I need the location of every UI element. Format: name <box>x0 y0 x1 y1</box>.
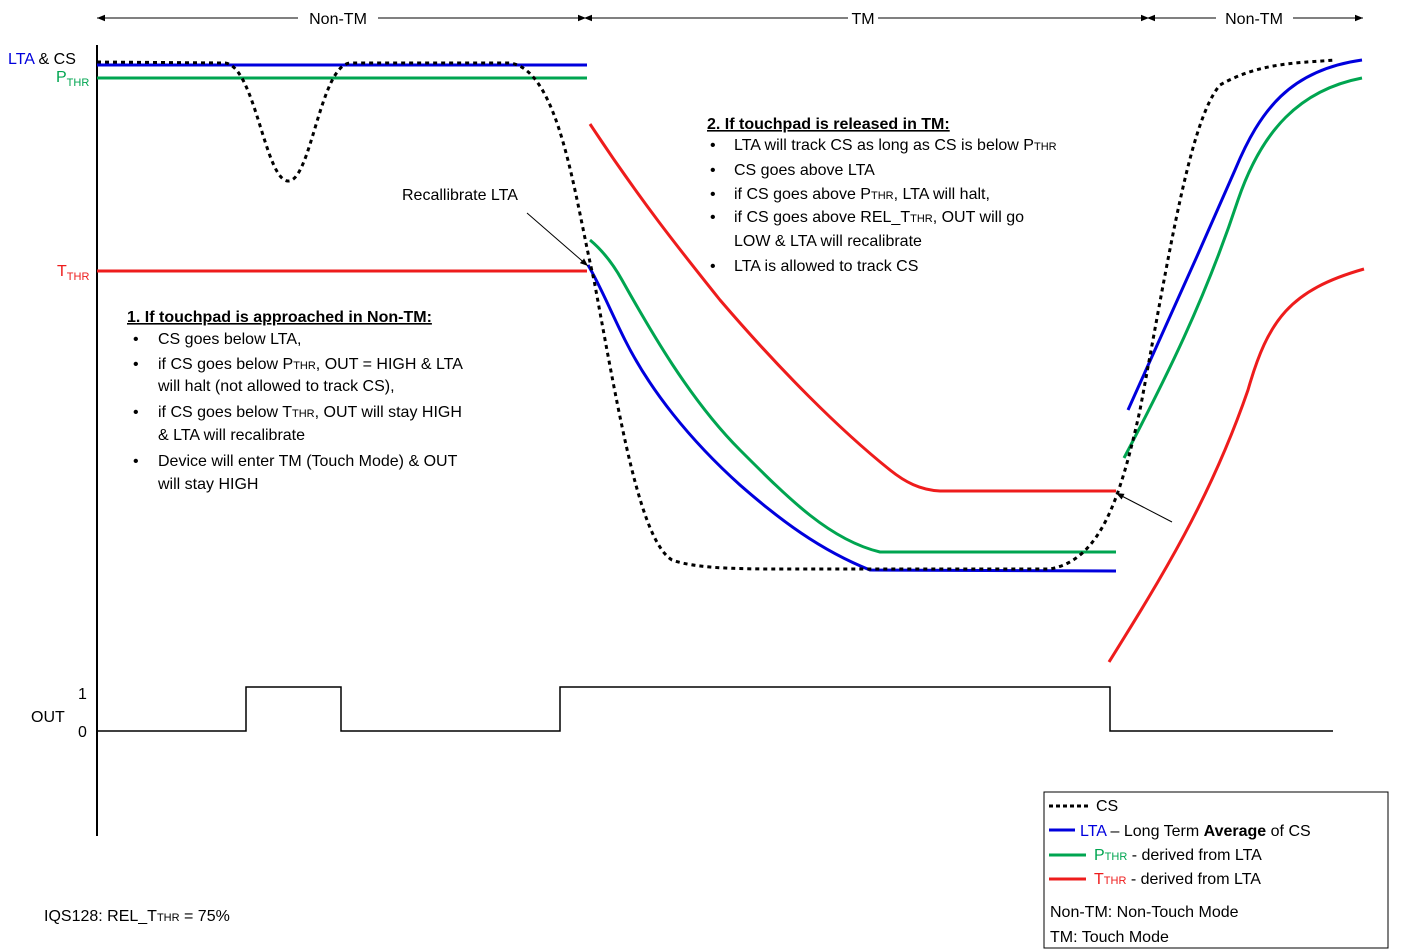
release-arrow <box>1115 492 1173 523</box>
svg-text:•: • <box>710 186 716 203</box>
legend-cs: CS <box>1096 798 1118 815</box>
block2-item-4-cont: LOW & LTA will recalibrate <box>734 233 922 250</box>
region-label-tm: TM <box>851 11 874 28</box>
block1-notes: 1. If touchpad is approached in Non-TM: … <box>127 309 463 493</box>
legend-t-thr: TTHR - derived from LTA <box>1094 871 1261 888</box>
block1-item-3-cont: & LTA will recalibrate <box>158 427 305 444</box>
block2-item-1: LTA will track CS as long as CS is below… <box>734 137 1057 154</box>
t-thr-curve <box>97 123 1365 663</box>
recalibrate-arrow <box>526 212 589 267</box>
block2-item-5: LTA is allowed to track CS <box>734 258 918 275</box>
block1-item-4-cont: will stay HIGH <box>157 476 258 493</box>
svg-text:•: • <box>133 356 139 373</box>
out-signal <box>97 686 1333 732</box>
legend: CS LTA – Long Term Average of CS PTHR - … <box>1043 791 1389 949</box>
block2-heading: 2. If touchpad is released in TM: <box>707 116 950 133</box>
block1-item-3: if CS goes below TTHR, OUT will stay HIG… <box>158 404 462 421</box>
block2-item-2: CS goes above LTA <box>734 162 875 179</box>
block1-bullet-1: • <box>133 331 139 348</box>
lta-curve <box>97 58 1363 573</box>
region-label-non-tm-left: Non-TM <box>309 11 367 28</box>
block1-item-1: CS goes below LTA, <box>158 331 301 348</box>
block2-item-3: if CS goes above PTHR, LTA will halt, <box>734 186 990 203</box>
block2-item-4: if CS goes above REL_TTHR, OUT will go <box>734 209 1024 226</box>
block2-notes: 2. If touchpad is released in TM: • LTA … <box>707 116 1057 275</box>
region-label-non-tm-right: Non-TM <box>1225 11 1283 28</box>
axis-label-p-thr: PTHR <box>56 69 89 89</box>
svg-text:•: • <box>710 209 716 226</box>
svg-text:•: • <box>710 258 716 275</box>
axis-label-out: OUT <box>31 709 65 726</box>
block1-heading: 1. If touchpad is approached in Non-TM: <box>127 309 432 326</box>
legend-non-tm: Non-TM: Non-Touch Mode <box>1050 904 1239 921</box>
region-arrows: Non-TM TM Non-TM <box>97 11 1363 28</box>
cs-curve <box>96 58 1336 571</box>
footer-note: IQS128: REL_TTHR = 75% <box>44 908 230 925</box>
block1-item-2: if CS goes below PTHR, OUT = HIGH & LTA <box>158 356 463 373</box>
legend-lta: LTA – Long Term Average of CS <box>1080 823 1311 840</box>
svg-text:•: • <box>710 137 716 154</box>
svg-text:•: • <box>133 404 139 421</box>
out-level-1: 1 <box>78 686 87 703</box>
axis-label-t-thr: TTHR <box>57 263 89 283</box>
legend-tm: TM: Touch Mode <box>1050 929 1169 946</box>
recalibrate-label: Recallibrate LTA <box>402 187 518 204</box>
block1-item-4: Device will enter TM (Touch Mode) & OUT <box>158 453 458 470</box>
svg-text:•: • <box>133 453 139 470</box>
legend-p-thr: PTHR - derived from LTA <box>1094 847 1262 864</box>
svg-text:•: • <box>710 162 716 179</box>
p-thr-curve <box>97 76 1363 554</box>
axis-label-lta-cs: LTA & CS <box>8 51 76 68</box>
out-level-0: 0 <box>78 724 87 741</box>
block1-item-2-cont: will halt (not allowed to track CS), <box>157 378 395 395</box>
